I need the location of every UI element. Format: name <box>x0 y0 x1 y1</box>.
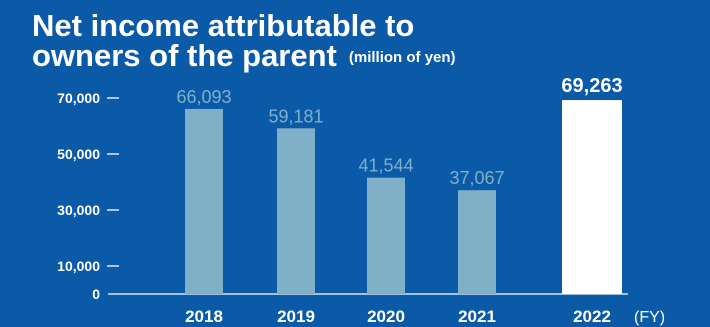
y-tick-label: 0 <box>92 286 100 302</box>
bar-value-label: 41,544 <box>358 156 413 176</box>
bar-value-label: 37,067 <box>449 168 504 188</box>
y-tick-label: 50,000 <box>57 146 100 162</box>
y-tick-label: 10,000 <box>57 258 100 274</box>
unit-label: (million of yen) <box>348 49 456 66</box>
bar <box>277 128 315 294</box>
bar <box>367 177 405 294</box>
x-tick-label: 2021 <box>458 307 496 326</box>
y-tick-label: 30,000 <box>57 202 100 218</box>
bar-value-label: 69,263 <box>561 75 622 97</box>
chart-title-line-2-text: owners of the parent <box>32 38 337 73</box>
chart-title-line-2: owners of the parent (million of yen) <box>32 40 456 73</box>
bar <box>185 108 223 294</box>
x-tick-label: 2020 <box>367 307 405 326</box>
x-axis-label: (FY) <box>634 309 665 326</box>
y-tick-label: 70,000 <box>57 90 100 106</box>
x-tick-label: 2018 <box>185 307 223 326</box>
bar <box>458 190 496 294</box>
x-tick-label: 2022 <box>573 307 611 326</box>
chart-title-line-1: Net income attributable to <box>32 8 415 43</box>
bar-value-label: 66,093 <box>176 87 231 107</box>
bar <box>562 100 622 294</box>
bar-value-label: 59,181 <box>268 106 323 126</box>
x-tick-label: 2019 <box>277 307 315 326</box>
